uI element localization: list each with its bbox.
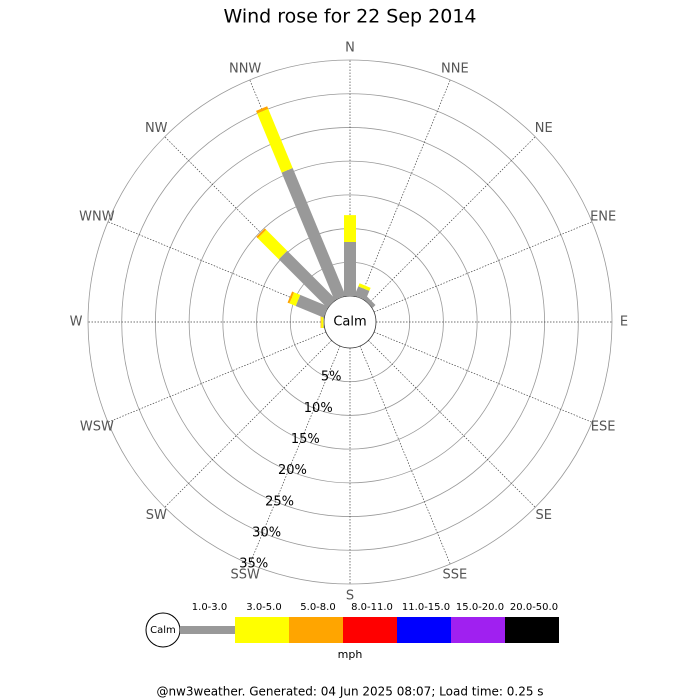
radial-tick-label: 20%: [278, 463, 307, 478]
wind-bar-segment: [289, 292, 301, 306]
chart-title: Wind rose for 22 Sep 2014: [223, 6, 476, 28]
direction-label: ESE: [591, 419, 616, 434]
legend-label: 1.0-3.0: [192, 602, 227, 613]
direction-spoke: [368, 340, 536, 508]
direction-label: SSW: [230, 568, 260, 583]
direction-label: NW: [145, 121, 168, 136]
wind-bar-segment: [281, 167, 346, 301]
direction-label: S: [346, 589, 354, 604]
direction-spoke: [107, 331, 327, 423]
wind-bar-segment: [354, 286, 370, 301]
direction-label: SW: [146, 508, 167, 523]
direction-spoke: [373, 331, 593, 423]
direction-label: WNW: [79, 210, 115, 225]
legend-swatch: [343, 617, 397, 643]
direction-label: E: [620, 315, 628, 330]
grid-ring: [87, 59, 613, 585]
direction-spoke: [164, 340, 332, 508]
direction-spoke: [359, 345, 451, 565]
direction-label: NNW: [229, 61, 261, 76]
wind-bar-segment: [358, 283, 371, 291]
legend-label: 8.0-11.0: [351, 602, 393, 613]
direction-label: N: [345, 41, 355, 56]
legend-label: 5.0-8.0: [300, 602, 335, 613]
legend-label: 3.0-5.0: [246, 602, 281, 613]
radial-tick-label: 35%: [239, 557, 268, 572]
legend-swatch: [505, 617, 559, 643]
radial-tick-label: 25%: [265, 494, 294, 509]
direction-label: ENE: [590, 210, 616, 225]
direction-label: NNE: [441, 61, 469, 76]
direction-label: WSW: [80, 419, 114, 434]
direction-spoke: [107, 221, 327, 313]
radial-tick-label: 30%: [252, 525, 281, 540]
legend-unit: mph: [338, 648, 363, 661]
legend-swatch: [451, 617, 505, 643]
wind-bar-segment: [295, 294, 329, 318]
footer: @nw3weather. Generated: 04 Jun 2025 08:0…: [156, 685, 543, 699]
wind-bar-segment: [256, 106, 269, 114]
legend-swatch: [235, 617, 289, 643]
direction-spoke: [368, 136, 536, 304]
legend-label: 11.0-15.0: [402, 602, 450, 613]
calm-label: Calm: [333, 315, 366, 330]
legend-swatch: [180, 626, 235, 634]
direction-label: W: [70, 315, 83, 330]
direction-spoke: [359, 79, 451, 299]
direction-spoke: [249, 345, 341, 565]
legend-swatch: [397, 617, 451, 643]
direction-label: NE: [535, 121, 553, 136]
legend-label: 20.0-50.0: [510, 602, 558, 613]
direction-label: SE: [536, 508, 552, 523]
direction-label: SSE: [442, 568, 467, 583]
direction-spoke: [373, 221, 593, 313]
wind-bar-segment: [287, 291, 295, 304]
radial-tick-label: 5%: [321, 370, 342, 385]
wind-bar-segment: [278, 250, 336, 308]
legend-label: 15.0-20.0: [456, 602, 504, 613]
legend-calm-label: Calm: [150, 625, 176, 636]
wind-bar-segment: [256, 228, 267, 239]
grid-ring: [188, 160, 512, 484]
legend-swatch: [289, 617, 343, 643]
wind-bar-segment: [364, 296, 376, 308]
radial-tick-label: 15%: [291, 432, 320, 447]
grid-ring: [222, 194, 478, 450]
radial-tick-label: 10%: [304, 401, 333, 416]
wind-bar-segment: [257, 229, 288, 260]
wind-bar-segment: [257, 108, 293, 173]
